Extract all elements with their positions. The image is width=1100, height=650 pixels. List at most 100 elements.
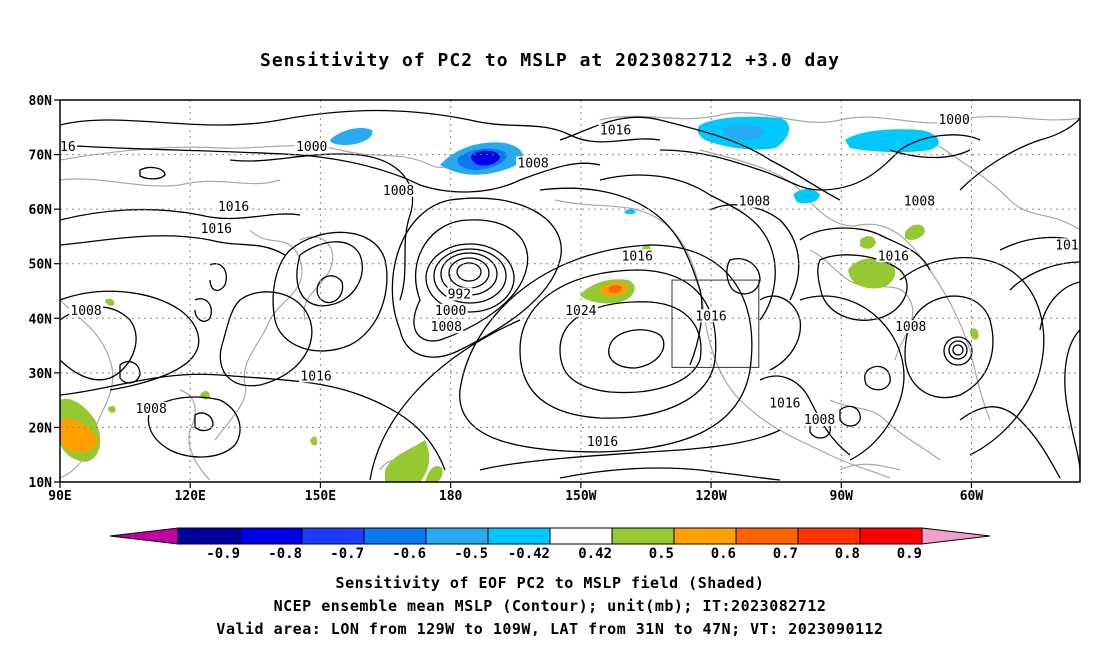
colorbar-label: 0.8 [835,546,860,562]
map-frame [59,99,1081,483]
colorbar-swatch [797,527,861,545]
contour-label-bg [563,303,598,317]
lon-tick-label: 150E [305,489,336,504]
contour-label: 1008 [904,195,935,210]
colorbar-low-extension [109,527,179,545]
lat-tick-label: 60N [29,203,53,218]
gridlines [60,100,1080,482]
contour-label: 1016 [600,124,631,139]
caption-line-1: Sensitivity of EOF PC2 to MSLP field (Sh… [335,574,765,592]
contour-label: 1008 [739,195,770,210]
contour-label: 1016 [218,200,249,215]
lon-tick-label: 60W [960,489,984,504]
contour-label: 101 [1055,238,1078,253]
lat-tick-label: 20N [29,421,53,436]
contour-label-bg [69,303,104,317]
contour-label-bg [299,369,334,383]
contour-label: 1016 [44,140,75,155]
contour-label-bg [294,140,329,154]
lon-tick-label: 150W [565,489,596,504]
contour-label-bg [802,412,837,426]
colorbar-swatch [487,527,551,545]
lat-tick-label: 70N [29,149,53,164]
lat-tick-label: 40N [29,312,53,327]
colorbar-label: -0.6 [392,546,426,562]
contour-label: 1008 [804,413,835,428]
contour-label: 1000 [435,304,466,319]
contour-label: 1016 [201,222,232,237]
colorbar-label: 0.9 [897,546,922,562]
contour-label: 1008 [70,304,101,319]
colorbar-swatch [735,527,799,545]
colorbar-swatch [425,527,489,545]
colorbar-swatch [177,527,241,545]
lat-tick-label: 50N [29,258,53,273]
colorbar-swatch [549,527,613,545]
contour-label-bg [937,112,972,126]
contour-label-bg [694,309,729,323]
contour-label-bg [429,320,464,334]
contour-label: 1016 [587,435,618,450]
colorbar-label: -0.42 [508,546,550,562]
caption-line-2: NCEP ensemble mean MSLP (Contour); unit(… [273,597,827,615]
contour-label-bg [620,249,655,263]
contour-label-bg [446,287,473,301]
colorbar-label: 0.6 [711,546,736,562]
mslp-contours [60,109,1080,481]
colorbar-label: -0.7 [330,546,364,562]
colorbar-label: -0.9 [206,546,240,562]
chart-title: Sensitivity of PC2 to MSLP at 2023082712… [259,50,840,71]
contour-label-bg [216,200,251,214]
contour-label: 1016 [878,249,909,264]
contour-label-bg [902,194,937,208]
lat-tick-label: 30N [29,367,53,382]
contour-label: 1008 [895,320,926,335]
contour-label-bg [134,402,169,416]
colorbar-swatch [611,527,675,545]
contour-label: 1024 [565,304,596,319]
contour-label-bg [516,156,551,170]
colorbar-swatch [301,527,365,545]
lon-tick-label: 120W [695,489,726,504]
contour-label: 1008 [517,156,548,171]
lon-tick-label: 90W [830,489,854,504]
colorbar-label: 0.7 [773,546,798,562]
contour-label: 1008 [135,402,166,417]
colorbar-swatch [673,527,737,545]
colorbar-high-extension [921,527,991,545]
contour-label: 992 [448,287,471,302]
contour-label-bg [767,396,802,410]
contour-label-bg [433,303,468,317]
contour-label-bg [1053,238,1080,252]
colorbar-label: -0.5 [454,546,488,562]
contour-label-bg [737,194,772,208]
lat-tick-label: 80N [29,94,53,109]
contour-label: 1016 [695,309,726,324]
contour-label: 1016 [300,369,331,384]
contour-label: 1016 [622,249,653,264]
contour-label: 1008 [431,320,462,335]
contour-label-bg [598,123,633,137]
contour-label-bg [199,221,234,235]
colorbar-label: 0.42 [578,546,612,562]
contour-label: 1000 [296,140,327,155]
caption-line-3: Valid area: LON from 129W to 109W, LAT f… [216,620,884,638]
contour-label-bg [876,249,911,263]
lon-tick-label: 120E [175,489,206,504]
contour-label-bg [893,320,928,334]
colorbar-swatch [859,527,923,545]
lat-tick-label: 10N [29,476,53,491]
contour-label: 1000 [938,113,969,128]
colorbar-label: 0.5 [649,546,674,562]
valid-area-box [671,279,760,368]
contour-label: 1016 [769,397,800,412]
contour-label: 1008 [383,184,414,199]
colorbar-swatch [363,527,427,545]
contour-label-bg [60,140,77,154]
contour-label-bg [381,183,416,197]
lon-tick-label: 90E [48,489,71,504]
colorbar-label: -0.8 [268,546,302,562]
colorbar-swatch [239,527,303,545]
